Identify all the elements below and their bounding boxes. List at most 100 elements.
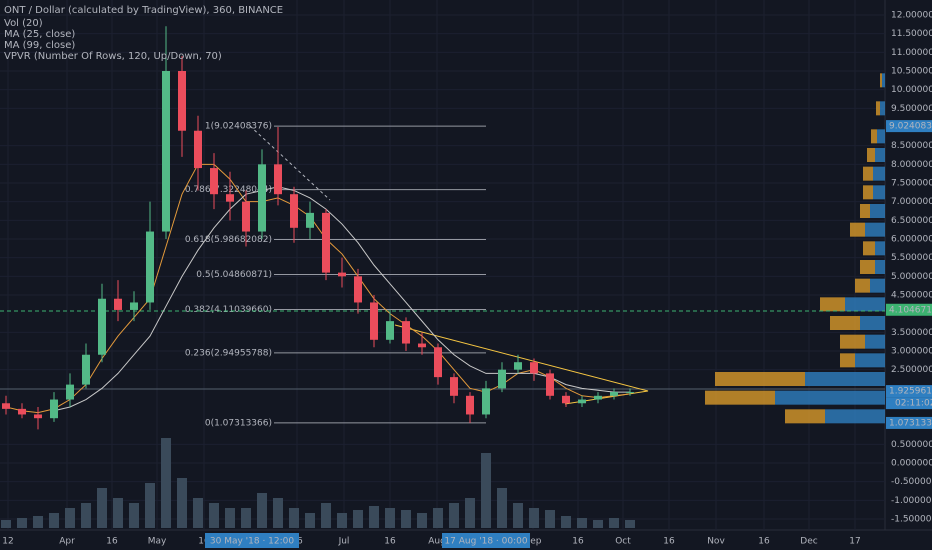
candle-body: [578, 399, 586, 404]
y-tick-label: 9.50000000: [891, 104, 932, 114]
vpvr-up: [805, 372, 885, 386]
candle-body: [482, 388, 490, 415]
indicator-label: MA (99, close): [4, 40, 75, 51]
vpvr-down: [871, 129, 877, 144]
vpvr-down: [855, 278, 870, 293]
y-tick-label: 10.50000000: [891, 67, 932, 77]
x-tick-label: Oct: [615, 537, 631, 547]
y-tick-label: 3.00000000: [891, 347, 932, 357]
candle-body: [114, 298, 122, 310]
vpvr-down: [850, 222, 865, 237]
x-tick-label: Dec: [800, 537, 817, 547]
candle-body: [258, 164, 266, 232]
vpvr-down: [820, 297, 845, 312]
candle-body: [50, 399, 58, 419]
volume-bar: [529, 508, 539, 528]
volume-bar: [497, 488, 507, 528]
candle-body: [306, 212, 314, 228]
candle-body: [274, 164, 282, 195]
vpvr-down: [860, 204, 870, 218]
candle-body: [130, 302, 138, 310]
price-badge: [886, 120, 932, 133]
x-tick-label: 16: [758, 537, 770, 547]
y-tick-label: 3.50000000: [891, 328, 932, 338]
y-tick-label: 10.00000000: [891, 85, 932, 95]
volume-bar: [369, 506, 379, 528]
candle-body: [322, 212, 330, 273]
vpvr-up: [875, 260, 885, 274]
candle-body: [178, 71, 186, 131]
trend-line: [249, 125, 331, 201]
x-tick-label: Nov: [707, 537, 725, 547]
y-tick-label: 12.00000000: [891, 11, 932, 21]
y-tick-label: 0.50000000: [891, 440, 932, 450]
candle-body: [594, 395, 602, 400]
volume-bar: [593, 520, 603, 528]
vpvr-up: [845, 297, 885, 312]
volume-bar: [65, 508, 75, 528]
volume-bar: [97, 488, 107, 528]
candle-body: [610, 392, 618, 396]
volume-bar: [417, 513, 427, 528]
candle-body: [66, 384, 74, 400]
candle-body: [386, 321, 394, 340]
vpvr-down: [880, 73, 882, 88]
volume-bar: [625, 520, 635, 528]
candle-body: [450, 377, 458, 396]
fib-label: 0.618(5.98682082): [185, 235, 272, 245]
vpvr-up: [775, 390, 885, 405]
volume-bar: [561, 516, 571, 528]
vpvr-down: [863, 241, 875, 256]
volume-bar: [513, 503, 523, 528]
vpvr-up: [870, 204, 885, 218]
volume-bar: [161, 438, 171, 528]
candle-body: [434, 347, 442, 378]
y-tick-label: 7.00000000: [891, 197, 932, 207]
candle-body: [290, 194, 298, 228]
vpvr-up: [873, 185, 885, 200]
fib-label: 0(1.07313366): [205, 418, 272, 428]
candle-body: [530, 362, 538, 374]
volume-bar: [193, 498, 203, 528]
price-badge: [886, 385, 932, 398]
volume-bar: [305, 513, 315, 528]
ma-line: [5, 163, 631, 414]
vpvr-up: [865, 222, 885, 237]
volume-bar: [225, 508, 235, 528]
volume-bar: [1, 520, 11, 528]
x-tick-label: 16: [198, 537, 210, 547]
price-badge-label: 1.07313366: [889, 418, 932, 428]
vpvr-down: [840, 334, 865, 349]
countdown-box: [886, 397, 932, 410]
x-tick-label: Apr: [59, 537, 75, 547]
y-tick-label: 5.50000000: [891, 253, 932, 263]
y-tick-label: 2.50000000: [891, 365, 932, 375]
vpvr-up: [870, 278, 885, 293]
volume-bar: [481, 453, 491, 528]
volume-bar: [81, 503, 91, 528]
volume-bar: [145, 483, 155, 528]
x-tick-label: Jul: [338, 537, 350, 547]
price-badge: [886, 416, 932, 429]
candle-body: [146, 231, 154, 303]
vpvr-up: [860, 316, 885, 330]
volume-bar: [289, 508, 299, 528]
candle-body: [338, 272, 346, 277]
x-tick-label: 16: [663, 537, 675, 547]
y-tick-label: 8.50000000: [891, 141, 932, 151]
fib-label: 0.236(2.94955788): [185, 348, 272, 358]
vpvr-up: [877, 129, 885, 144]
candle-body: [34, 414, 42, 419]
y-tick-label: 7.50000000: [891, 179, 932, 189]
y-tick-label: 4.50000000: [891, 291, 932, 301]
volume-bar: [449, 503, 459, 528]
vpvr-down: [867, 148, 875, 162]
chart-title: ONT / Dollar (calculated by TradingView)…: [4, 5, 283, 16]
candle-body: [82, 354, 90, 385]
volume-bar: [609, 518, 619, 528]
vpvr-down: [705, 390, 775, 405]
y-tick-label: 8.00000000: [891, 160, 932, 170]
x-tick-label: 16: [106, 537, 118, 547]
vpvr-up: [825, 409, 885, 424]
fib-label: 0.5(5.04860871): [196, 270, 272, 280]
